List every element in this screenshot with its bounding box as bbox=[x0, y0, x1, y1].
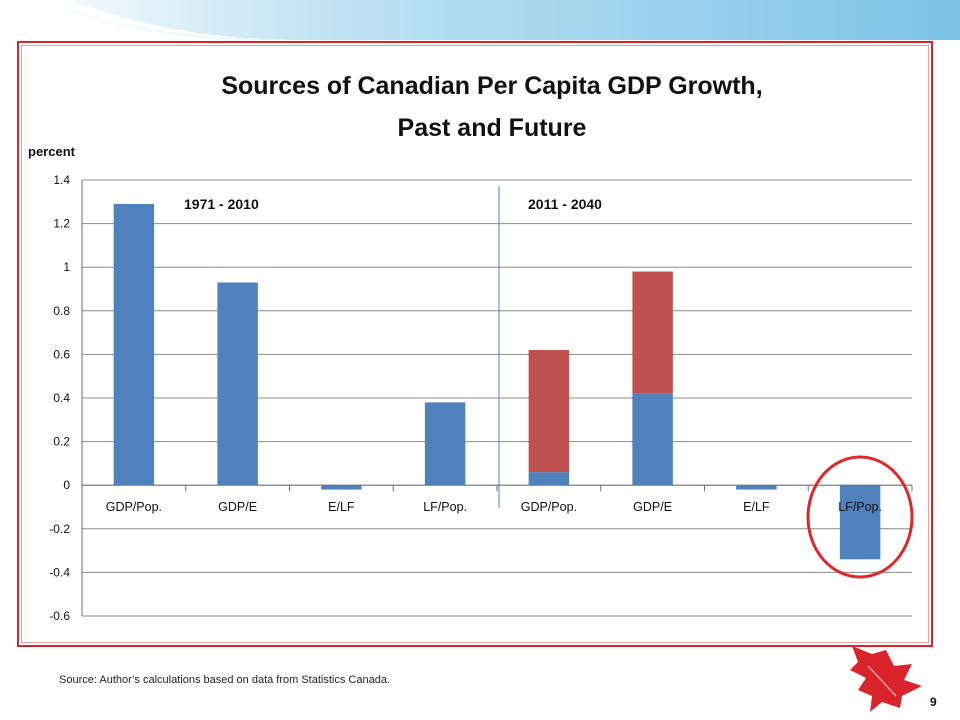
y-tick-label: 1 bbox=[63, 260, 70, 274]
bar-red-5 bbox=[632, 271, 673, 394]
chart-subtitle: Past and Future bbox=[398, 114, 587, 142]
bar-blue-3 bbox=[424, 402, 466, 486]
circle-highlight bbox=[806, 455, 914, 579]
bar-blue-6 bbox=[736, 485, 777, 490]
y-tick-label: 1.2 bbox=[53, 217, 70, 231]
bar-blue-1 bbox=[217, 282, 258, 486]
y-tick-label: 0.8 bbox=[53, 304, 70, 318]
bar-blue-0 bbox=[113, 203, 155, 486]
x-tick-label: LF/Pop. bbox=[423, 500, 467, 514]
bar-blue-5 bbox=[632, 393, 673, 486]
y-tick-label: -0.2 bbox=[49, 522, 70, 536]
y-axis-label: percent bbox=[28, 144, 76, 159]
y-tick-label: -0.4 bbox=[49, 565, 70, 579]
maple-leaf-icon bbox=[850, 646, 922, 712]
y-tick-label: 0 bbox=[63, 478, 70, 492]
y-tick-label: 1.4 bbox=[53, 173, 70, 187]
page-number: 9 bbox=[930, 695, 937, 709]
y-tick-label: -0.6 bbox=[49, 609, 70, 623]
y-tick-label: 0.4 bbox=[53, 391, 70, 405]
x-tick-label: E/LF bbox=[328, 500, 355, 514]
bar-blue-4 bbox=[528, 472, 570, 486]
x-tick-label: GDP/Pop. bbox=[106, 500, 162, 514]
bar-chart: Sources of Canadian Per Capita GDP Growt… bbox=[28, 72, 914, 623]
period-label-past: 1971 - 2010 bbox=[184, 196, 259, 212]
bar-blue-7 bbox=[839, 485, 881, 560]
bar-red-4 bbox=[528, 350, 570, 473]
x-tick-label: GDP/E bbox=[218, 500, 257, 514]
period-label-future: 2011 - 2040 bbox=[528, 196, 602, 212]
x-tick-label: E/LF bbox=[743, 500, 770, 514]
x-tick-label: LF/Pop. bbox=[838, 500, 882, 514]
chart-title: Sources of Canadian Per Capita GDP Growt… bbox=[221, 72, 762, 100]
bar-blue-2 bbox=[321, 485, 362, 490]
chart-area: Sources of Canadian Per Capita GDP Growt… bbox=[21, 45, 929, 643]
y-tick-label: 0.6 bbox=[53, 347, 70, 361]
y-tick-label: 0.2 bbox=[53, 435, 70, 449]
x-tick-label: GDP/Pop. bbox=[521, 500, 577, 514]
x-tick-label: GDP/E bbox=[633, 500, 672, 514]
source-note: Source: Author’s calculations based on d… bbox=[59, 674, 391, 686]
chart-frame: Sources of Canadian Per Capita GDP Growt… bbox=[17, 41, 933, 647]
